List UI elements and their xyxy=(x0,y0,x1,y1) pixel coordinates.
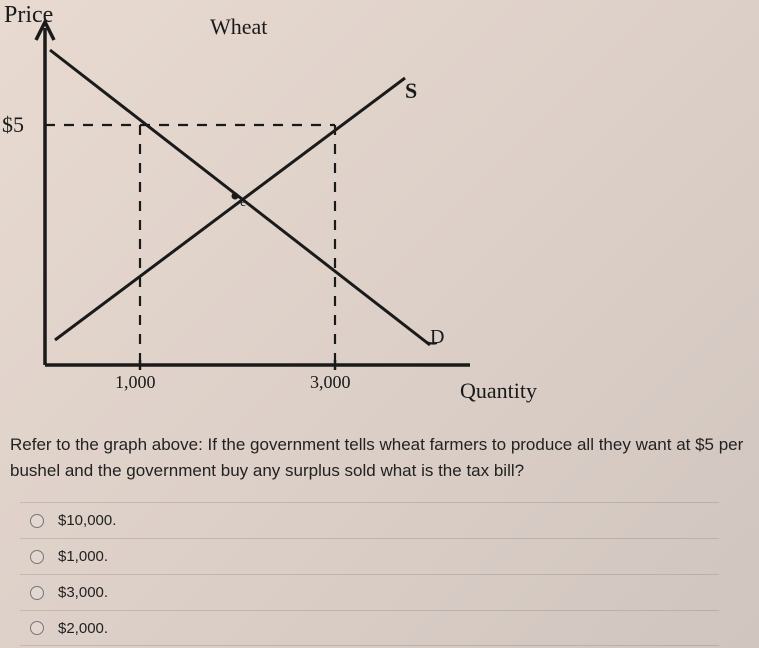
chart-svg xyxy=(0,0,580,420)
y-tick-label: $5 xyxy=(2,112,24,138)
radio-icon xyxy=(30,586,44,600)
option-label: $2,000. xyxy=(58,620,108,637)
answer-options: $10,000. $1,000. $3,000. $2,000. xyxy=(20,502,719,646)
option-label: $3,000. xyxy=(58,584,108,601)
radio-icon xyxy=(30,514,44,528)
option-b[interactable]: $1,000. xyxy=(20,538,719,574)
quiz-page: Price Wheat $5 S D e 1,000 3,000 Quantit… xyxy=(0,0,759,648)
y-axis-label: Price xyxy=(4,2,53,29)
equilibrium-label: e xyxy=(240,195,246,211)
option-label: $1,000. xyxy=(58,548,108,565)
question-text: Refer to the graph above: If the governm… xyxy=(10,432,749,483)
radio-icon xyxy=(30,621,44,635)
x-tick-label-1: 1,000 xyxy=(115,372,156,393)
equilibrium-point xyxy=(232,193,239,200)
option-d[interactable]: $2,000. xyxy=(20,610,719,646)
option-c[interactable]: $3,000. xyxy=(20,574,719,610)
radio-icon xyxy=(30,550,44,564)
supply-curve xyxy=(55,78,405,340)
x-tick-label-2: 3,000 xyxy=(310,372,351,393)
option-a[interactable]: $10,000. xyxy=(20,502,719,538)
supply-label: S xyxy=(405,78,417,104)
x-axis-label: Quantity xyxy=(460,378,537,404)
supply-demand-chart: Price Wheat $5 S D e 1,000 3,000 Quantit… xyxy=(0,0,580,420)
option-label: $10,000. xyxy=(58,512,116,529)
chart-title: Wheat xyxy=(210,14,267,40)
demand-label: D xyxy=(430,326,444,349)
